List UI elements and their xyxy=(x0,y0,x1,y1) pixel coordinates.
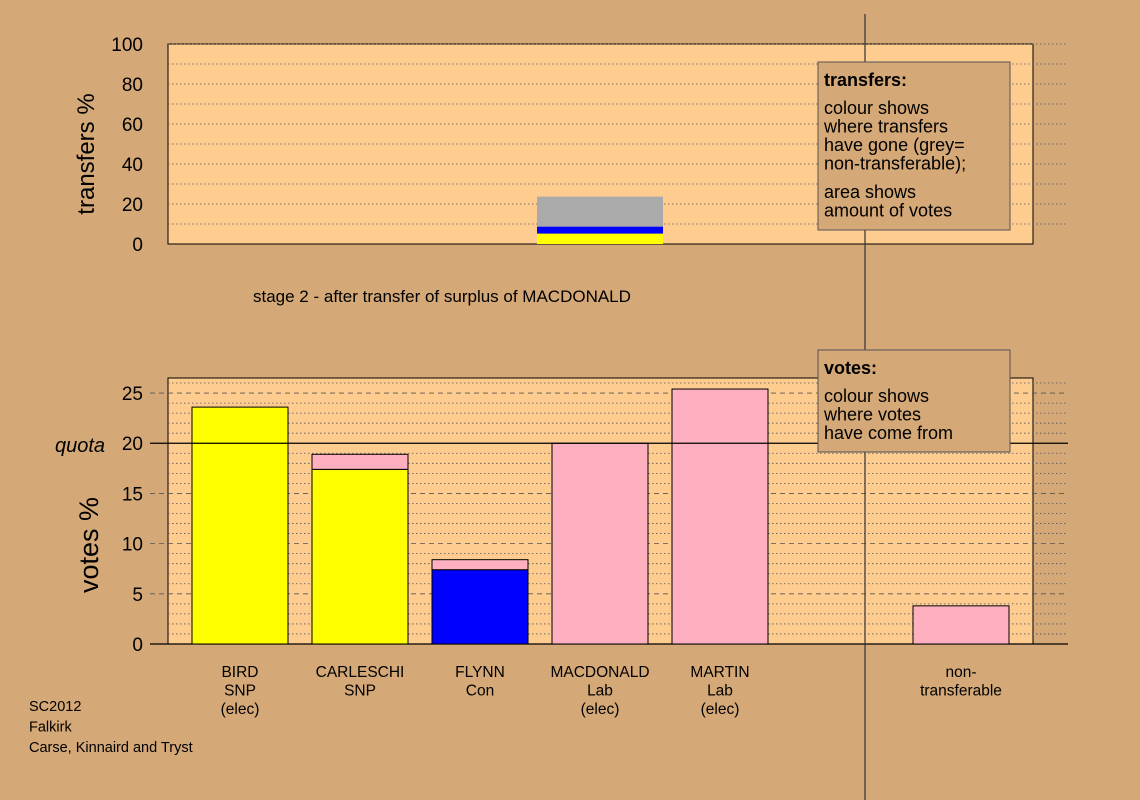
transfers-legend-box xyxy=(817,61,1011,231)
candidate-label-line: (elec) xyxy=(701,701,740,718)
transfers-y-tick-label: 0 xyxy=(132,235,143,256)
votes-bar-segment xyxy=(912,605,1010,645)
legend-line: colour shows xyxy=(824,98,929,118)
votes-legend: votes: colour shows where votes have come … xyxy=(817,349,1011,453)
legend-line: where transfers xyxy=(823,117,948,137)
footer-line: Falkirk xyxy=(29,720,72,736)
transfers-bars xyxy=(537,196,663,244)
candidate-label-line: non- xyxy=(945,664,976,681)
candidate-label-line: (elec) xyxy=(581,701,620,718)
candidate-label-line: BIRD xyxy=(221,664,258,681)
transfers-bar-segment xyxy=(537,233,663,244)
footer-line: SC2012 xyxy=(29,699,81,715)
candidate-label-line: Lab xyxy=(587,683,613,700)
votes-bar-segment xyxy=(431,569,529,645)
candidate-label-line: (elec) xyxy=(221,701,260,718)
votes-y-axis-label: votes % xyxy=(74,497,104,593)
candidate-label-line: CARLESCHI xyxy=(316,664,405,681)
votes-bar-segment xyxy=(191,406,289,645)
transfers-legend-text-2: area shows amount of votes xyxy=(824,182,952,221)
transfers-y-tick-label: 80 xyxy=(122,75,143,96)
votes-y-tick-label: 25 xyxy=(122,384,143,405)
votes-y-tick-label: 15 xyxy=(122,484,143,505)
transfers-legend-text: colour shows where transfers have gone (gr… xyxy=(823,98,966,174)
stage-title: stage 2 - after transfer of surplus of M… xyxy=(253,287,631,306)
candidate-label-line: FLYNN xyxy=(455,664,505,681)
votes-y-tick-label: 0 xyxy=(132,635,143,656)
votes-bar-segment xyxy=(551,442,649,645)
transfers-y-tick-label: 40 xyxy=(122,155,143,176)
votes-y-tick-label: 20 xyxy=(122,434,143,455)
quota-label: quota xyxy=(55,435,105,457)
transfers-bar-segment xyxy=(537,226,663,234)
votes-bar-segment xyxy=(671,388,769,645)
legend-line: non-transferable); xyxy=(824,154,966,174)
candidate-label-line: SNP xyxy=(224,683,256,700)
votes-bar-segment xyxy=(311,453,409,470)
transfers-y-ticks: 0 20 40 60 80 100 xyxy=(111,35,143,256)
votes-y-tick-label: 5 xyxy=(132,585,143,606)
votes-bar-segment xyxy=(431,559,529,571)
footer-line: Carse, Kinnaird and Tryst xyxy=(29,740,193,756)
legend-line: where votes xyxy=(823,405,921,425)
transfers-y-axis-label: transfers % xyxy=(73,93,100,214)
votes-category-labels: BIRDSNP(elec)CARLESCHISNPFLYNNConMACDONA… xyxy=(221,664,1002,718)
votes-bar-segment xyxy=(311,468,409,645)
candidate-label-line: SNP xyxy=(344,683,376,700)
votes-legend-heading: votes: xyxy=(824,358,877,378)
transfers-y-tick-label: 20 xyxy=(122,195,143,216)
candidate-label-line: MARTIN xyxy=(690,664,749,681)
transfers-y-tick-label: 100 xyxy=(111,35,143,56)
legend-line: amount of votes xyxy=(824,201,952,221)
transfers-bar-segment xyxy=(537,196,663,227)
candidate-label-line: Lab xyxy=(707,683,733,700)
votes-y-ticks: 0 5 10 15 20 25 xyxy=(122,384,143,656)
votes-legend-box xyxy=(817,349,1011,453)
legend-line: have come from xyxy=(824,423,953,443)
votes-y-tick-label: 10 xyxy=(122,535,143,556)
candidate-label-line: transferable xyxy=(920,683,1002,700)
candidate-label-line: MACDONALD xyxy=(550,664,649,681)
candidate-label-line: Con xyxy=(466,683,494,700)
legend-line: area shows xyxy=(824,182,916,202)
votes-legend-text: colour shows where votes have come from xyxy=(823,386,953,443)
transfers-legend-heading: transfers: xyxy=(824,70,907,90)
legend-line: colour shows xyxy=(824,386,929,406)
legend-line: have gone (grey= xyxy=(824,135,965,155)
transfers-y-tick-label: 60 xyxy=(122,115,143,136)
votes-bars xyxy=(150,388,1068,645)
footer-caption: SC2012 Falkirk Carse, Kinnaird and Tryst xyxy=(29,699,193,756)
transfers-legend: transfers: colour shows where transfers ha… xyxy=(817,61,1011,231)
